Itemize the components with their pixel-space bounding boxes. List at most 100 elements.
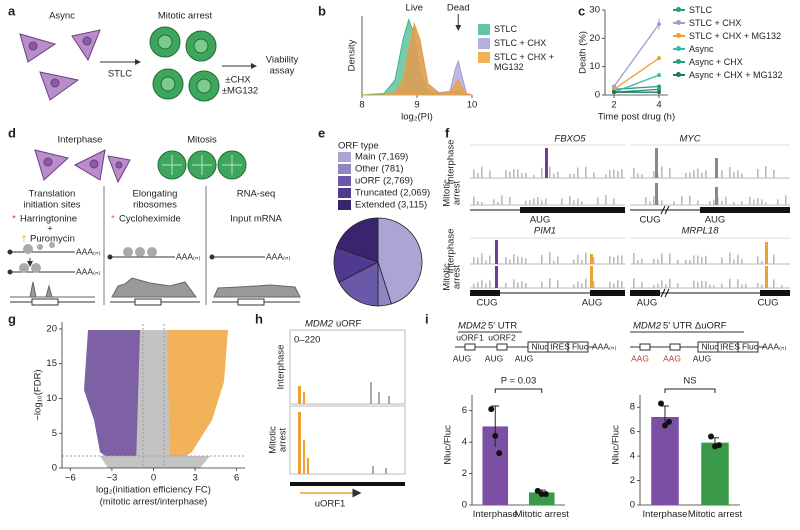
condition-label: Mitosis <box>187 135 217 146</box>
track-signal <box>495 266 498 288</box>
pie-slice <box>338 261 379 307</box>
axis-break <box>660 205 670 215</box>
track-signal <box>537 197 539 205</box>
condition-label: Async <box>49 11 75 22</box>
track-signal <box>633 168 635 178</box>
track-signal <box>733 172 735 178</box>
legend-label: Extended (3,115) <box>355 200 427 211</box>
significance-label: NS <box>683 376 696 387</box>
x-axis-label: log₂(initiation efficiency FC) <box>96 485 211 496</box>
cds <box>700 207 790 213</box>
x-axis-label: Time post drug (h) <box>598 112 675 123</box>
axis-break <box>660 288 670 298</box>
track-signal <box>585 252 587 264</box>
cds <box>590 290 625 296</box>
track-signal <box>761 260 763 264</box>
track-signal <box>715 158 718 178</box>
polya: AAA₍ₙ₎ <box>76 266 101 276</box>
x-tick-label: 4 <box>656 100 661 111</box>
track-signal <box>609 170 611 178</box>
track-signal <box>657 259 659 264</box>
codon-label: AUG <box>693 353 711 363</box>
row-label: arrest <box>278 428 289 453</box>
track-signal <box>757 197 759 205</box>
replicate-point <box>716 442 722 449</box>
codon-label: AUG <box>515 353 533 363</box>
track-signal <box>765 242 768 264</box>
track-signal <box>715 187 718 205</box>
reagent: + <box>47 224 53 235</box>
panel-label: e <box>318 125 325 140</box>
y-axis-label: Nluc/Fluc <box>443 425 454 465</box>
track-signal <box>617 171 619 178</box>
pie-slice <box>377 217 423 305</box>
track-signal <box>649 201 651 205</box>
panel-label: h <box>255 311 263 326</box>
track-signal <box>737 254 739 264</box>
cds <box>630 290 660 296</box>
x-axis-label: log₂(PI) <box>401 112 433 123</box>
track-signal <box>577 254 579 264</box>
track-signal <box>505 256 507 264</box>
gene-name: MYC <box>679 134 700 145</box>
track-signal <box>590 266 593 288</box>
track-signal <box>545 198 547 205</box>
point <box>657 73 661 78</box>
annotation: Live <box>406 3 423 14</box>
codon-label: AAG <box>631 353 649 363</box>
track-signal <box>485 260 487 264</box>
track-signal <box>505 170 507 178</box>
gene-title: uORF <box>336 319 362 330</box>
point <box>612 84 616 89</box>
track-signal <box>765 166 767 178</box>
track-signal <box>677 259 679 264</box>
track-signal <box>693 255 695 264</box>
track-signal <box>477 172 479 178</box>
track-signal <box>617 255 619 264</box>
track-signal <box>541 254 543 264</box>
track-signal <box>621 255 623 264</box>
track-signal <box>741 284 743 288</box>
track-signal <box>525 200 527 205</box>
polya: AAA₍ₙ₎ <box>176 251 201 261</box>
y-tick-label: 10 <box>589 61 600 72</box>
orf-label: uORF1 <box>456 332 484 342</box>
y-tick-label: 8 <box>630 402 635 413</box>
y-tick-label: 6 <box>630 426 635 437</box>
track-signal <box>521 257 523 264</box>
row-label: Mitotic <box>442 179 453 207</box>
track-signal <box>721 283 723 288</box>
track-signal <box>641 282 643 288</box>
replicate-point <box>662 422 668 429</box>
codon-label: AUG <box>582 298 603 309</box>
track-signal <box>609 256 611 264</box>
track-signal <box>637 260 639 264</box>
legend-swatch <box>338 164 351 174</box>
x-tick-label: 0 <box>151 473 156 484</box>
track-signal <box>585 166 587 178</box>
track-signal <box>661 166 663 178</box>
point <box>657 90 661 95</box>
track-signal <box>493 199 495 205</box>
track-signal <box>653 171 655 178</box>
track-signal <box>673 201 675 205</box>
track-signal <box>525 173 527 178</box>
track-signal <box>661 280 663 288</box>
track-signal <box>777 199 779 205</box>
column-title: Translation <box>29 189 76 200</box>
codon-label: AUG <box>453 353 471 363</box>
track-signal <box>525 258 527 264</box>
bar <box>651 417 679 505</box>
track-signal <box>713 285 715 288</box>
mitotic-cells <box>149 26 220 102</box>
y-tick-label: 6 <box>462 405 467 416</box>
cds <box>520 207 625 213</box>
track-signal <box>481 201 483 205</box>
track-signal <box>749 196 751 205</box>
track-signal <box>721 200 723 205</box>
y-tick-label: 4 <box>630 451 635 462</box>
track-signal <box>773 254 775 264</box>
track-signal <box>701 172 703 178</box>
track-signal <box>473 196 475 205</box>
